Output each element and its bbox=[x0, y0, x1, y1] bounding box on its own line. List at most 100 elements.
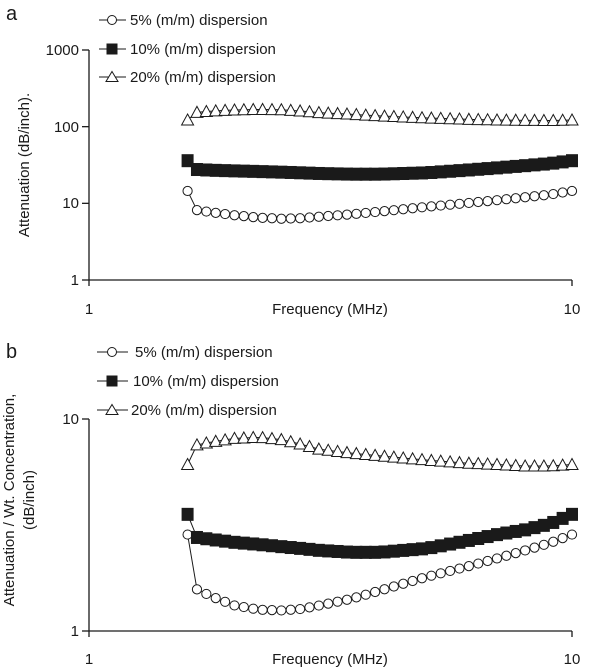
data-point-open-triangle bbox=[443, 454, 457, 468]
panel-b-y-tick-label-1: 1 bbox=[71, 623, 79, 640]
data-point-open-circle bbox=[295, 603, 306, 615]
data-point-open-triangle bbox=[480, 112, 495, 126]
data-point-filled-square bbox=[209, 533, 222, 547]
open-triangle-marker-icon bbox=[105, 70, 119, 82]
data-point-open-triangle bbox=[358, 447, 373, 461]
data-point-open-triangle bbox=[490, 457, 504, 471]
data-point-open-circle bbox=[332, 596, 343, 607]
panel-a-x-axis-label: Frequency (MHz) bbox=[272, 301, 388, 318]
data-point-open-circle bbox=[557, 187, 568, 198]
data-point-filled-square bbox=[566, 507, 578, 521]
data-point-filled-square bbox=[340, 167, 353, 181]
data-point-open-circle bbox=[201, 206, 212, 217]
data-point-open-triangle bbox=[293, 103, 307, 117]
data-point-open-triangle bbox=[340, 107, 354, 120]
data-point-filled-square bbox=[444, 164, 457, 178]
data-point-open-circle bbox=[201, 588, 212, 600]
panel-b-y-ticks bbox=[82, 418, 89, 632]
data-point-open-triangle bbox=[537, 458, 551, 472]
data-point-open-triangle bbox=[396, 109, 411, 123]
data-point-open-triangle bbox=[237, 102, 251, 116]
data-point-open-circle bbox=[463, 197, 474, 209]
data-point-open-circle bbox=[491, 195, 503, 206]
data-point-open-triangle bbox=[555, 458, 570, 471]
data-point-open-circle bbox=[351, 592, 362, 603]
data-point-open-triangle bbox=[499, 113, 514, 126]
panel-b-legend-item-10pct: 10% (m/m) dispersion bbox=[97, 373, 279, 390]
data-point-filled-square bbox=[331, 544, 344, 558]
data-point-open-triangle bbox=[490, 112, 504, 126]
panel-b-legend-label-10pct: 10% (m/m) dispersion bbox=[133, 373, 279, 390]
panel-a-y-tick-label-1000: 1000 bbox=[46, 42, 79, 59]
data-point-open-triangle bbox=[227, 431, 242, 444]
panel-a-x-tick-label-1: 1 bbox=[85, 301, 93, 318]
data-point-open-circle bbox=[566, 529, 578, 540]
data-point-open-circle bbox=[473, 558, 484, 569]
data-point-open-triangle bbox=[368, 448, 382, 461]
data-point-open-circle bbox=[388, 581, 399, 592]
data-point-filled-square bbox=[228, 535, 241, 549]
data-point-filled-square bbox=[350, 545, 363, 559]
data-point-open-triangle bbox=[546, 458, 561, 472]
data-point-filled-square bbox=[181, 154, 194, 168]
data-point-filled-square bbox=[490, 528, 503, 542]
data-point-open-circle bbox=[520, 192, 531, 203]
data-point-filled-square bbox=[359, 545, 372, 559]
data-point-open-triangle bbox=[321, 106, 336, 119]
data-point-filled-square bbox=[444, 537, 457, 551]
data-point-filled-square bbox=[537, 157, 550, 171]
data-point-open-circle bbox=[182, 529, 193, 540]
data-point-open-triangle bbox=[255, 430, 270, 444]
data-point-open-triangle bbox=[396, 450, 411, 464]
data-point-filled-square bbox=[472, 162, 485, 176]
data-point-filled-square bbox=[378, 545, 391, 559]
data-point-filled-square bbox=[378, 167, 391, 181]
data-point-open-circle bbox=[407, 203, 418, 214]
panel-a: a 5% (m/m) dispersion 10% (m/m) dispersi… bbox=[6, 3, 580, 318]
panel-b-y-axis-label-line-2: (dB/inch) bbox=[21, 470, 38, 530]
data-point-filled-square bbox=[397, 167, 410, 181]
panel-b: b 5% (m/m) dispersion 10% (m/m) dispersi… bbox=[1, 341, 580, 668]
panel-b-x-tick-label-10: 10 bbox=[564, 651, 581, 668]
data-point-filled-square bbox=[275, 165, 288, 179]
panel-a-y-tick-label-1: 1 bbox=[71, 272, 79, 289]
data-point-filled-square bbox=[322, 167, 335, 181]
data-point-open-circle bbox=[210, 593, 221, 604]
data-point-filled-square bbox=[453, 164, 466, 178]
data-point-open-circle bbox=[266, 605, 278, 616]
data-point-open-triangle bbox=[199, 104, 214, 118]
data-point-open-triangle bbox=[452, 112, 467, 125]
data-point-filled-square bbox=[425, 541, 438, 555]
data-point-open-circle bbox=[388, 205, 399, 216]
data-point-filled-square bbox=[303, 166, 316, 180]
data-point-filled-square bbox=[566, 154, 578, 168]
data-point-open-circle bbox=[304, 212, 315, 223]
data-point-filled-square bbox=[481, 530, 494, 544]
filled-square-marker-icon bbox=[106, 43, 118, 55]
data-point-open-triangle bbox=[358, 108, 373, 121]
data-point-filled-square bbox=[284, 165, 297, 179]
panel-a-x-tick-label-10: 10 bbox=[564, 301, 581, 318]
data-point-filled-square bbox=[547, 156, 560, 170]
data-point-open-circle bbox=[501, 550, 512, 561]
data-point-open-triangle bbox=[330, 106, 345, 120]
panel-a-letter: a bbox=[6, 3, 18, 25]
data-point-open-circle bbox=[538, 539, 549, 550]
data-point-filled-square bbox=[303, 542, 316, 556]
data-point-filled-square bbox=[519, 159, 532, 173]
data-point-open-circle bbox=[341, 594, 353, 605]
data-point-open-circle bbox=[210, 207, 221, 218]
data-point-open-circle bbox=[538, 190, 549, 201]
data-point-open-circle bbox=[501, 194, 512, 205]
panel-b-y-axis-label-line-1: Attenuation / Wt. Concentration, bbox=[1, 394, 18, 607]
data-point-open-circle bbox=[238, 601, 249, 613]
data-point-filled-square bbox=[537, 518, 550, 532]
panel-a-y-ticks bbox=[82, 49, 89, 281]
data-point-open-triangle bbox=[387, 450, 401, 463]
data-point-open-triangle bbox=[377, 449, 392, 462]
data-point-filled-square bbox=[265, 165, 278, 179]
panel-a-y-axis-label: Attenuation (dB/inch). bbox=[16, 93, 33, 237]
data-point-open-triangle bbox=[340, 445, 354, 459]
data-point-open-triangle bbox=[246, 430, 261, 444]
